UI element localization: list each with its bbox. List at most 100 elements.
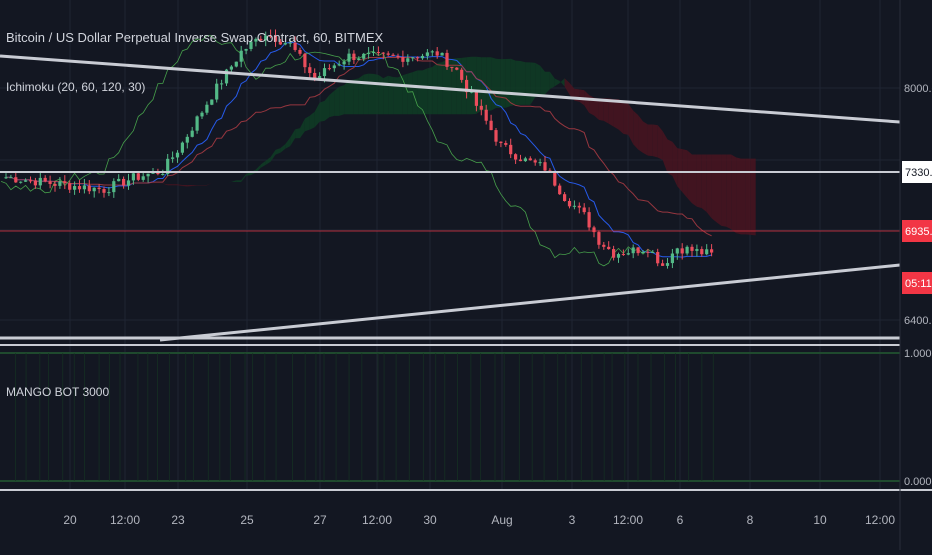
candle-body-132 xyxy=(651,252,654,253)
cloud-segment-110 xyxy=(623,103,628,135)
candle-body-40 xyxy=(200,113,203,117)
cloud-segment-69 xyxy=(423,68,428,114)
cloud-segment-106 xyxy=(604,98,609,123)
time-tick-label: 12:00 xyxy=(362,513,392,527)
price-tick-label: 6400.0 xyxy=(904,315,932,327)
candle-body-78 xyxy=(387,53,390,54)
time-tick-label: 6 xyxy=(677,513,684,527)
candle-body-135 xyxy=(666,263,669,266)
candle-body-14 xyxy=(73,186,76,190)
candle-body-35 xyxy=(176,153,179,158)
cloud-segment-57 xyxy=(364,74,369,115)
candle-body-16 xyxy=(83,185,86,189)
cloud-segment-65 xyxy=(403,74,408,115)
cloud-segment-63 xyxy=(393,77,398,114)
candle-body-28 xyxy=(142,176,145,180)
time-tick-label: 27 xyxy=(313,513,327,527)
cloud-segment-84 xyxy=(496,59,501,108)
candle-body-144 xyxy=(710,249,713,252)
price-highlight-label: 05:11 xyxy=(905,278,932,290)
cloud-segment-131 xyxy=(726,155,731,230)
time-tick-label: Aug xyxy=(491,513,512,527)
candle-body-141 xyxy=(695,249,698,251)
cloud-segment-66 xyxy=(408,72,413,114)
candle-body-60 xyxy=(298,50,301,54)
cloud-segment-67 xyxy=(413,70,418,114)
price-highlight-label: 7330.3 xyxy=(905,167,932,179)
cloud-segment-117 xyxy=(658,125,663,160)
candle-body-12 xyxy=(63,181,66,183)
candle-body-36 xyxy=(181,143,184,153)
cloud-segment-83 xyxy=(491,57,496,110)
indicator-legend[interactable]: Ichimoku (20, 60, 120, 30) xyxy=(6,80,145,94)
candle-body-10 xyxy=(53,184,56,186)
candle-body-99 xyxy=(490,121,493,130)
candle-body-13 xyxy=(68,183,71,189)
candle-body-1 xyxy=(9,177,12,178)
candle-body-138 xyxy=(681,248,684,253)
candle-body-125 xyxy=(617,254,620,258)
candle-body-108 xyxy=(534,160,537,162)
cloud-segment-107 xyxy=(609,98,614,126)
candle-body-134 xyxy=(661,263,664,266)
candle-body-98 xyxy=(485,110,488,121)
candle-body-122 xyxy=(602,245,605,247)
time-tick-label: 30 xyxy=(423,513,437,527)
candle-body-2 xyxy=(14,177,17,182)
candle-body-80 xyxy=(396,56,399,57)
cloud-segment-135 xyxy=(746,159,751,235)
cloud-segment-73 xyxy=(442,59,447,114)
symbol-title[interactable]: Bitcoin / US Dollar Perpetual Inverse Sw… xyxy=(6,30,383,45)
candle-body-86 xyxy=(426,52,429,56)
candle-body-101 xyxy=(499,142,502,143)
candle-body-89 xyxy=(441,53,444,56)
cloud-segment-130 xyxy=(721,155,726,227)
cloud-segment-61 xyxy=(383,76,388,114)
cloud-segment-85 xyxy=(501,59,506,108)
cloud-segment-112 xyxy=(633,111,638,150)
candle-body-102 xyxy=(504,143,507,145)
time-tick-label: 12:00 xyxy=(613,513,643,527)
candle-body-43 xyxy=(215,84,218,100)
cloud-segment-128 xyxy=(712,155,717,223)
candle-body-104 xyxy=(514,154,517,159)
cloud-segment-51 xyxy=(334,87,339,116)
time-tick-label: 12:00 xyxy=(865,513,895,527)
candle-body-115 xyxy=(568,201,571,206)
cloud-segment-132 xyxy=(731,155,736,234)
candle-body-72 xyxy=(357,59,360,60)
candle-body-34 xyxy=(171,157,174,158)
candle-body-65 xyxy=(323,68,326,76)
candle-body-4 xyxy=(24,180,27,181)
candle-body-76 xyxy=(377,52,380,53)
candle-body-24 xyxy=(122,179,125,186)
cloud-segment-17 xyxy=(168,184,173,185)
candle-body-88 xyxy=(436,51,439,55)
candle-body-131 xyxy=(646,252,649,253)
candle-body-21 xyxy=(107,192,110,193)
cloud-segment-122 xyxy=(682,149,687,198)
candle-body-118 xyxy=(583,208,586,213)
cloud-segment-133 xyxy=(736,157,741,234)
candle-body-143 xyxy=(705,249,708,254)
candle-body-105 xyxy=(519,160,522,162)
candle-body-73 xyxy=(362,54,365,59)
lower-pane-label[interactable]: MANGO BOT 3000 xyxy=(6,385,109,399)
candle-body-22 xyxy=(112,181,115,192)
cloud-segment-50 xyxy=(329,91,334,117)
candle-body-15 xyxy=(78,186,81,189)
candle-body-124 xyxy=(612,249,615,258)
candle-body-139 xyxy=(686,247,689,254)
candle-body-20 xyxy=(102,189,105,193)
candle-body-97 xyxy=(480,106,483,110)
cloud-segment-123 xyxy=(687,150,692,203)
candle-body-128 xyxy=(632,247,635,253)
candle-body-96 xyxy=(475,92,478,106)
cloud-segment-119 xyxy=(668,139,673,176)
candle-body-47 xyxy=(235,62,238,67)
candle-body-119 xyxy=(588,212,591,227)
cloud-segment-82 xyxy=(486,57,491,110)
